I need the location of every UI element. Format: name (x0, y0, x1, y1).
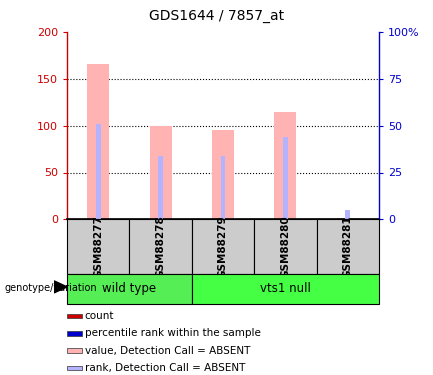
FancyBboxPatch shape (192, 219, 254, 274)
Text: value, Detection Call = ABSENT: value, Detection Call = ABSENT (84, 346, 250, 356)
Text: GSM88281: GSM88281 (343, 215, 353, 278)
Bar (87, 64, 109, 219)
Text: rank, Detection Call = ABSENT: rank, Detection Call = ABSENT (84, 363, 245, 373)
Text: GSM88277: GSM88277 (93, 215, 103, 278)
Bar (283, 137, 288, 219)
Bar (345, 210, 350, 219)
Text: GSM88280: GSM88280 (280, 215, 291, 278)
Text: genotype/variation: genotype/variation (4, 283, 97, 293)
FancyBboxPatch shape (192, 274, 379, 304)
FancyBboxPatch shape (129, 219, 192, 274)
Text: wild type: wild type (102, 282, 156, 295)
Bar (220, 156, 226, 219)
FancyBboxPatch shape (67, 219, 129, 274)
FancyBboxPatch shape (254, 219, 317, 274)
Text: percentile rank within the sample: percentile rank within the sample (84, 328, 260, 338)
Text: vts1 null: vts1 null (260, 282, 311, 295)
FancyBboxPatch shape (317, 219, 379, 274)
FancyBboxPatch shape (67, 274, 192, 304)
Bar (275, 112, 296, 219)
Text: GSM88278: GSM88278 (155, 215, 166, 278)
Polygon shape (54, 281, 67, 293)
Bar (67, 348, 82, 353)
Bar (212, 130, 234, 219)
Text: count: count (84, 311, 114, 321)
Bar (158, 156, 163, 219)
Bar (337, 217, 359, 219)
Text: GDS1644 / 7857_at: GDS1644 / 7857_at (149, 9, 284, 23)
Bar (67, 366, 82, 370)
Text: GSM88279: GSM88279 (218, 215, 228, 278)
Bar (150, 126, 171, 219)
Bar (96, 124, 101, 219)
Bar (67, 314, 82, 318)
Bar (67, 331, 82, 336)
